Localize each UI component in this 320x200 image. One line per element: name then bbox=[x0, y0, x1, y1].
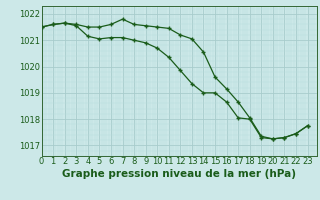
X-axis label: Graphe pression niveau de la mer (hPa): Graphe pression niveau de la mer (hPa) bbox=[62, 169, 296, 179]
